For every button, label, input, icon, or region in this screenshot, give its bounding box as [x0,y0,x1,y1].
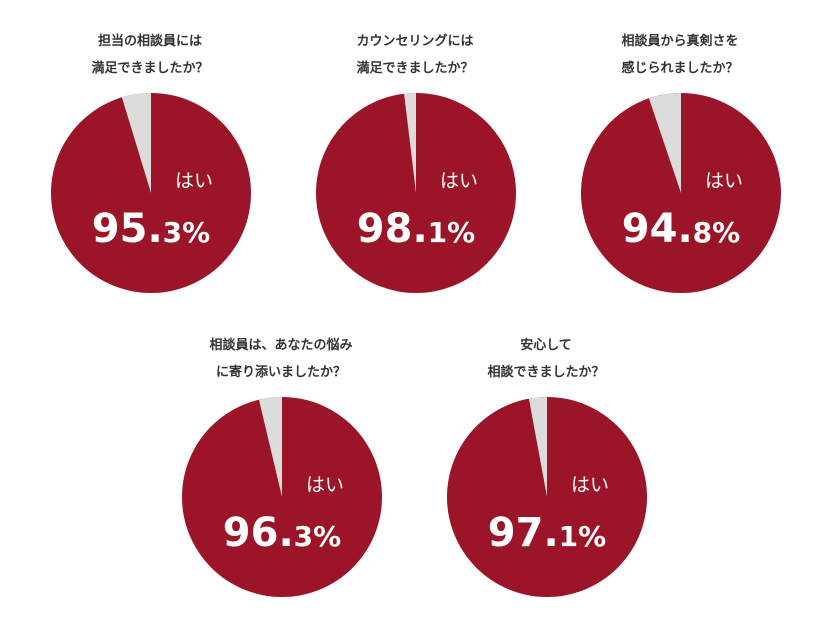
question-line-1: 安心して [520,338,572,353]
percent-label: 95.3% [92,206,210,252]
question-line-2: 感じられましたか？ [621,61,739,76]
yes-label: はい [571,474,609,496]
question-line-2: 相談できましたか？ [487,365,605,380]
pie-slice-other [404,93,416,193]
pie-slice-other [121,93,151,193]
question-line-1: カウンセリングには [356,34,474,49]
question-line-2: に寄り添いましたか？ [215,365,346,380]
pie-slice-other [258,397,282,497]
percent-label: 97.1% [488,510,606,556]
yes-label: はい [705,170,743,192]
pie-slice-other [648,93,681,193]
yes-label: はい [306,474,344,496]
question-line-1: 担当の相談員には [97,34,202,49]
pie-chart: はい 95.3% [51,93,251,293]
pie-chart: はい 94.8% [581,93,781,293]
question-line-1: 相談員は、あなたの悩み [209,338,353,353]
yes-label: はい [440,170,478,192]
question-line-2: 満足できましたか？ [356,61,474,76]
percent-label: 96.3% [223,510,341,556]
pie-chart: はい 98.1% [316,93,516,293]
percent-label: 94.8% [622,206,740,252]
question-line-1: 相談員から真剣さを [621,34,739,49]
pie-chart: はい 97.1% [447,397,647,597]
yes-label: はい [175,170,213,192]
pie-chart: はい 96.3% [182,397,382,597]
pie-slice-other [528,397,547,497]
percent-label: 98.1% [357,206,475,252]
question-line-2: 満足できましたか？ [91,61,209,76]
